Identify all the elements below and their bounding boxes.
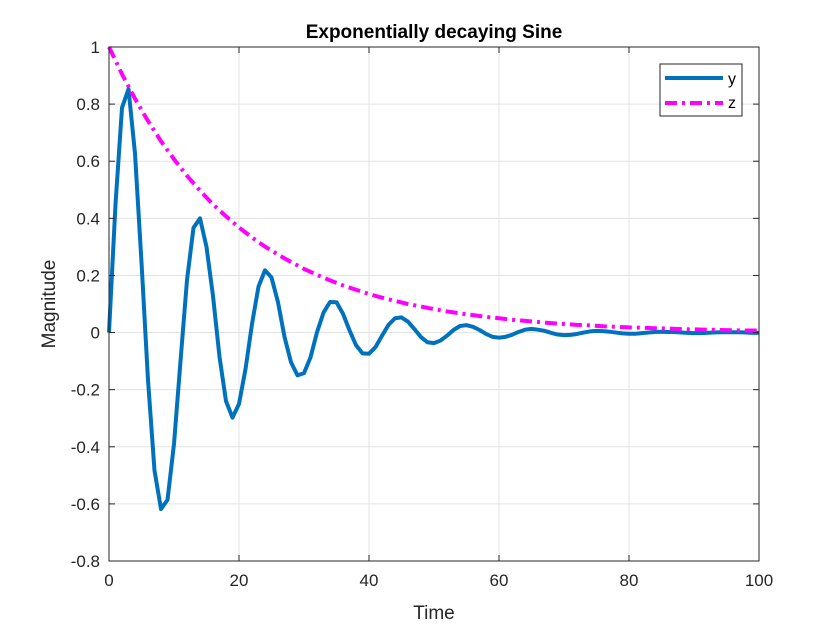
tick-labels: 0 20 40 60 80 100 1 0.8 0.6 0.4 0.2 0 -0.2 -0.4 -0.6 -0…: [71, 38, 773, 590]
series-line-z: [107, 46, 759, 333]
x-tick-label: 20: [230, 571, 249, 590]
grid: [108, 46, 760, 562]
legend-label-z: z: [728, 95, 736, 112]
y-tick-label: 0.6: [76, 152, 100, 171]
legend-label-y: y: [728, 71, 736, 88]
x-tick-label: 80: [620, 571, 639, 590]
x-tick-label: 0: [104, 571, 113, 590]
ticks: [108, 46, 760, 562]
x-tick-label: 100: [745, 571, 773, 590]
legend: y z: [659, 63, 743, 117]
x-tick-label: 40: [360, 571, 379, 590]
y-axis-label: Magnitude: [39, 260, 60, 349]
y-tick-label: 1: [91, 38, 100, 57]
x-axis-label: Time: [413, 603, 455, 624]
x-tick-label: 60: [490, 571, 509, 590]
y-tick-label: 0.4: [76, 209, 100, 228]
y-tick-label: -0.4: [71, 438, 100, 457]
y-tick-label: -0.8: [71, 552, 100, 571]
y-tick-label: 0.2: [76, 266, 100, 285]
series-layer: [107, 46, 759, 512]
series-line-y: [107, 86, 759, 512]
axes-background: [109, 47, 759, 561]
y-tick-label: 0: [91, 324, 100, 343]
y-tick-label: -0.2: [71, 381, 100, 400]
y-tick-label: 0.8: [76, 95, 100, 114]
y-tick-label: -0.6: [71, 495, 100, 514]
chart-title: Exponentially decaying Sine: [306, 22, 563, 43]
legend-box: [659, 63, 743, 117]
axes-box: [108, 46, 760, 562]
